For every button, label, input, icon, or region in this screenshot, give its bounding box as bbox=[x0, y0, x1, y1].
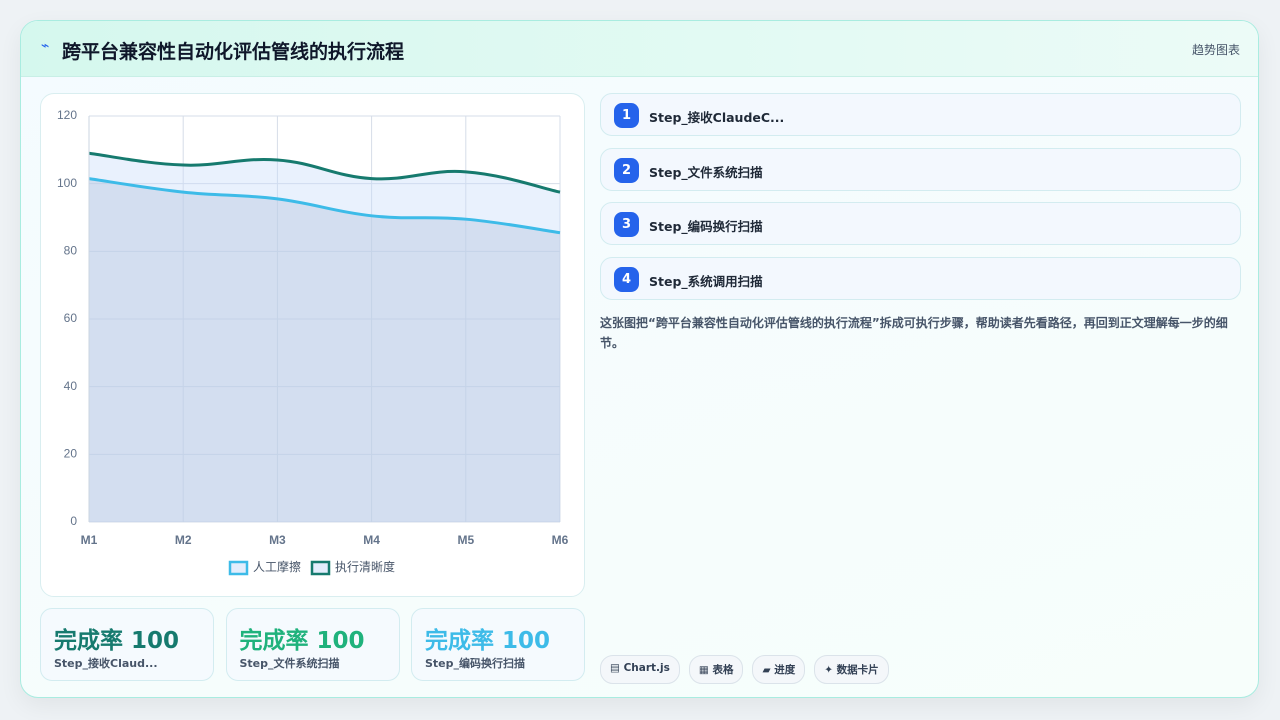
step-number: 3 bbox=[614, 212, 639, 238]
step-number: 4 bbox=[614, 267, 639, 293]
step-label: Step_系统调用扫描 bbox=[649, 274, 763, 290]
step: 4 Step_系统调用扫描 bbox=[600, 257, 1241, 301]
stat-label: 完成率 bbox=[54, 628, 123, 654]
header-tag: 趋势图表 bbox=[1191, 43, 1240, 57]
chart-panel: 0 20 40 60 80 100 120 M1 M2 M3 M4 M5 M6 人工摩擦 执行清晰度 bbox=[40, 93, 585, 597]
y-tick-label: 120 bbox=[57, 108, 77, 122]
stat-card: 完成率 100 Step_编码换行扫描 bbox=[411, 608, 585, 681]
y-tick-label: 0 bbox=[70, 514, 77, 528]
step-label: Step_文件系统扫描 bbox=[649, 164, 763, 180]
step-number: 1 bbox=[614, 103, 639, 128]
icon: ⌁ bbox=[41, 38, 50, 54]
y-tick-label: 40 bbox=[64, 379, 78, 393]
stat-value: 完成率 100 bbox=[54, 621, 179, 655]
chart: 0 20 40 60 80 100 120 M1 M2 M3 M4 M5 M6 人工摩擦 执行清晰度 bbox=[57, 108, 569, 576]
x-tick-label: M3 bbox=[269, 533, 286, 547]
area bbox=[89, 153, 560, 522]
stat-number: 100 bbox=[502, 628, 551, 654]
header: ⌁ 跨平台兼容性自动化评估管线的执行流程 趋势图表 bbox=[21, 21, 1258, 77]
stat-card: 完成率 100 Step_文件系统扫描 bbox=[225, 608, 400, 681]
stat-label: 完成率 bbox=[425, 628, 494, 654]
tag: ▰ 进度 bbox=[752, 655, 806, 684]
legend-swatch bbox=[310, 560, 331, 576]
tag: ▦ 表格 bbox=[688, 655, 744, 684]
x-tick-label: M4 bbox=[363, 533, 380, 547]
area bbox=[89, 178, 560, 522]
legend-swatch bbox=[228, 560, 249, 576]
legend-label: 执行清晰度 bbox=[335, 559, 395, 574]
tag: ▤ Chart.js bbox=[600, 655, 680, 684]
description: 这张图把“跨平台兼容性自动化评估管线的执行流程”拆成可执行步骤，帮助读者先看路径… bbox=[600, 316, 1228, 350]
step-label: Step_编码换行扫描 bbox=[649, 219, 763, 235]
tag: ✦ 数据卡片 bbox=[814, 655, 889, 684]
stat-number: 100 bbox=[131, 628, 180, 654]
stat-caption: Step_接收Claud... bbox=[54, 657, 158, 670]
title: 跨平台兼容性自动化评估管线的执行流程 bbox=[62, 41, 405, 63]
step: 2 Step_文件系统扫描 bbox=[600, 147, 1241, 191]
stat-caption: Step_编码换行扫描 bbox=[425, 657, 526, 670]
x-tick-label: M6 bbox=[552, 533, 569, 547]
tags: ▤ Chart.js ▦ 表格 ▰ 进度 ✦ 数据卡片 bbox=[600, 655, 889, 684]
stat-value: 完成率 100 bbox=[425, 621, 550, 655]
card: ⌁ 跨平台兼容性自动化评估管线的执行流程 趋势图表 0 20 40 60 80 100 12… bbox=[20, 20, 1259, 698]
step-number: 2 bbox=[614, 157, 639, 183]
stat-label: 完成率 bbox=[239, 628, 309, 654]
y-tick-label: 80 bbox=[64, 244, 78, 258]
line bbox=[88, 151, 561, 194]
stat-caption: Step_文件系统扫描 bbox=[239, 657, 340, 670]
y-tick-label: 100 bbox=[57, 176, 77, 190]
x-tick-label: M1 bbox=[81, 533, 98, 547]
stat-card: 完成率 100 Step_接收Claud... bbox=[40, 608, 214, 681]
y-tick-label: 20 bbox=[64, 447, 78, 461]
x-tick-label: M5 bbox=[457, 533, 474, 547]
step-label: Step_接收ClaudeC... bbox=[649, 110, 785, 125]
stat-number: 100 bbox=[316, 628, 365, 654]
x-tick-label: M2 bbox=[175, 533, 192, 547]
step: 3 Step_编码换行扫描 bbox=[600, 202, 1241, 246]
line bbox=[88, 177, 561, 235]
step: 1 Step_接收ClaudeC... bbox=[600, 93, 1241, 136]
stat-value: 完成率 100 bbox=[240, 621, 365, 655]
y-tick-label: 60 bbox=[64, 311, 78, 325]
legend-label: 人工摩擦 bbox=[253, 559, 301, 574]
